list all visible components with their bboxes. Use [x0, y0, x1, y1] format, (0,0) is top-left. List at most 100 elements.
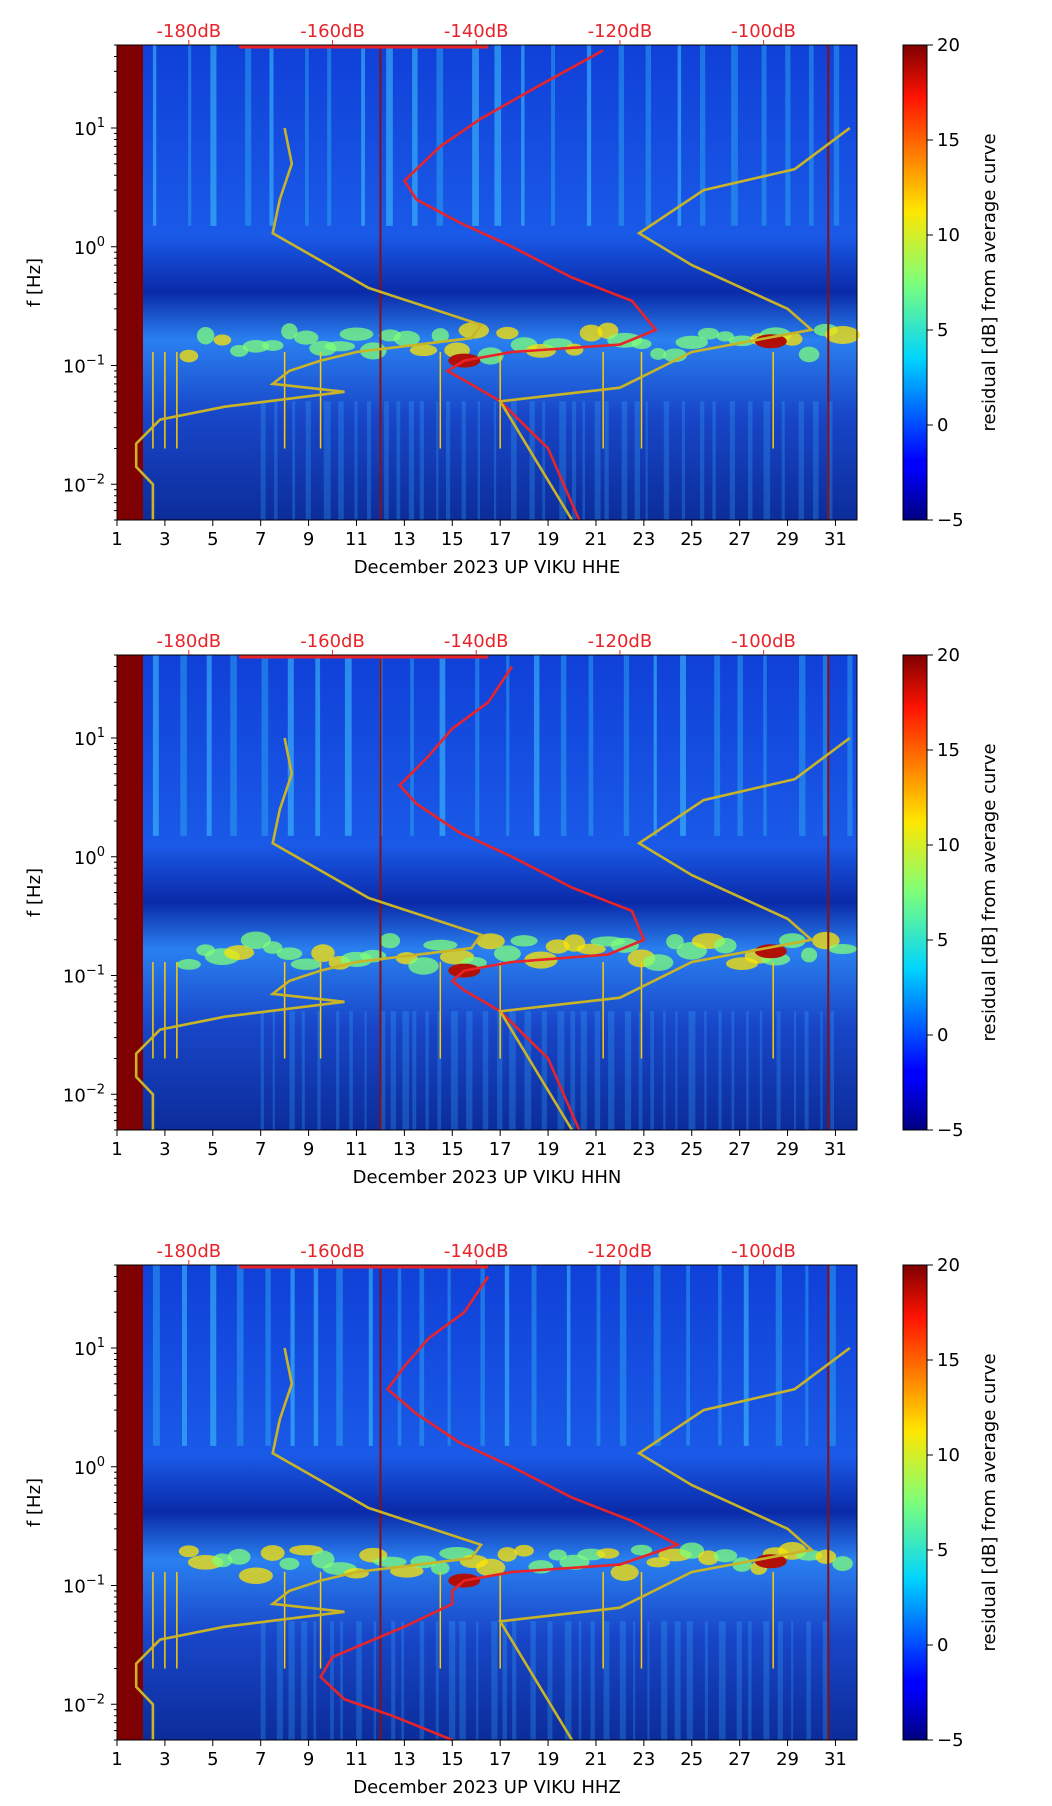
heatmap-streak — [704, 1621, 708, 1740]
y-tick-label: 10−1 — [63, 354, 105, 378]
colorbar-tick-label: 0 — [937, 415, 948, 436]
heatmap-streak — [542, 401, 546, 520]
heatmap-streak — [290, 1265, 295, 1446]
colorbar-tick-label: 5 — [937, 930, 948, 951]
colorbar-tick-label: 0 — [937, 1025, 948, 1046]
heatmap-streak — [826, 401, 833, 520]
colorbar-tick-label: 10 — [937, 225, 960, 246]
heatmap-streak — [718, 1265, 722, 1446]
heatmap-streak — [763, 655, 767, 836]
heatmap-streak — [436, 401, 439, 520]
heatmap-streak — [805, 1265, 809, 1446]
heatmap-streak — [152, 1265, 160, 1446]
heatmap-streak — [289, 1011, 295, 1130]
heatmap-streak — [272, 1011, 275, 1130]
microseism-blob — [423, 939, 458, 951]
colorbar-label: residual [dB] from average curve — [979, 133, 1000, 431]
microseism-blob — [276, 947, 303, 960]
heatmap-streak — [344, 655, 352, 836]
colorbar-tick-label: −5 — [937, 1730, 964, 1751]
x-tick-label: 7 — [255, 1139, 266, 1160]
x-tick-label: 13 — [393, 1749, 416, 1770]
colorbar-tick-label: 5 — [937, 1540, 948, 1561]
y-tick-label: 10−2 — [63, 472, 105, 496]
heatmap-streak — [808, 45, 814, 226]
y-tick-label: 10−1 — [63, 964, 105, 988]
x-tick-label: 21 — [585, 1139, 608, 1160]
colorbar-tick-label: 15 — [937, 1350, 960, 1371]
x-tick-label: 17 — [489, 1139, 512, 1160]
top-axis-label: -100dB — [731, 21, 796, 42]
microseism-blob — [242, 339, 270, 353]
heatmap-streak — [305, 45, 309, 226]
heatmap-streak — [450, 1011, 458, 1130]
x-tick-label: 5 — [207, 1139, 218, 1160]
heatmap-streak — [408, 401, 415, 520]
heatmap-streak — [680, 655, 686, 836]
heatmap-streak — [269, 45, 274, 226]
microseism-blob — [828, 943, 858, 955]
heatmap-streak — [521, 45, 525, 226]
y-tick-label: 101 — [74, 726, 105, 750]
heatmap-streak — [582, 401, 586, 520]
heatmap-streak — [511, 401, 517, 520]
microseism-blob — [798, 346, 820, 363]
colorbar — [902, 654, 928, 1131]
heatmap-streak — [559, 401, 567, 520]
heatmap-streak — [731, 1011, 735, 1130]
heatmap-streak — [340, 1621, 343, 1740]
heatmap-streaks — [152, 45, 840, 520]
x-tick-label: 17 — [489, 1749, 512, 1770]
microseism-band — [176, 931, 858, 978]
colorbar-tick-label: −5 — [937, 1120, 964, 1141]
heatmap-streak — [330, 1621, 334, 1740]
heatmap-streak — [261, 655, 269, 836]
heatmap-streak — [822, 655, 829, 836]
microseism-blob — [409, 344, 438, 357]
microseism-blob — [339, 327, 374, 341]
microseism-blob — [825, 326, 860, 344]
heatmap-streak — [650, 1011, 654, 1130]
heatmap-streak — [820, 1011, 823, 1130]
heatmap-streak — [317, 1011, 321, 1130]
heatmap-streak — [327, 45, 332, 226]
heatmap-streak — [305, 401, 311, 520]
heatmap-streak — [180, 655, 187, 836]
heatmap-streak — [590, 1621, 595, 1740]
colorbar-tick-label: 15 — [937, 130, 960, 151]
heatmap-streak — [634, 401, 640, 520]
heatmap-streak — [799, 655, 806, 836]
microseism-blob — [493, 945, 521, 962]
x-axis-label: December 2023 UP VIKU HHE — [354, 557, 621, 578]
heatmap-streak — [663, 401, 670, 520]
heatmap-streak — [621, 401, 628, 520]
heatmap-streak — [439, 655, 446, 836]
heatmap-streak — [806, 1621, 811, 1740]
heatmap-streak — [349, 1011, 353, 1130]
heatmap-streak — [301, 1011, 305, 1130]
x-tick-label: 29 — [776, 1139, 799, 1160]
top-axis-label: -180dB — [157, 631, 222, 652]
microseism-blob — [260, 1545, 285, 1561]
series-line-1 — [397, 665, 646, 1131]
heatmap-streak — [260, 1011, 264, 1130]
heatmap-streak — [502, 1621, 508, 1740]
heatmap-streak — [356, 1621, 362, 1740]
heatmap-streak — [210, 1265, 217, 1446]
heatmap-streak — [794, 1011, 797, 1130]
series-line-2 — [134, 127, 484, 520]
heatmap-streak — [763, 401, 771, 520]
heatmap-streak — [435, 1621, 439, 1740]
series-line-1 — [402, 49, 658, 521]
y-tick-label: 101 — [74, 1336, 105, 1360]
microseism-blob — [408, 957, 439, 975]
heatmap-streak — [476, 1621, 479, 1740]
heatmap-streak — [396, 401, 401, 520]
x-tick-label: 3 — [159, 1139, 170, 1160]
series-line-2 — [134, 1347, 484, 1740]
microseism-blob — [812, 931, 840, 950]
heatmap-streak — [570, 1011, 576, 1130]
heatmap-streak — [260, 1621, 266, 1740]
heatmap-streak — [419, 401, 424, 520]
